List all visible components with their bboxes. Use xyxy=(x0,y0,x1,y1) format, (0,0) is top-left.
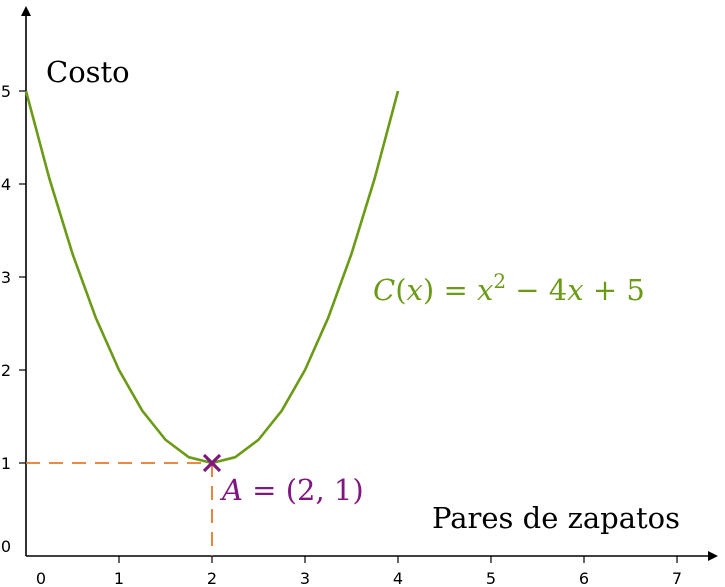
y-tick-label: 2 xyxy=(1,361,11,380)
labels: Costo Pares de zapatos C(x) = x2 − 4x + … xyxy=(46,55,680,535)
y-tick-label: 1 xyxy=(1,454,11,473)
function-label: C(x) = x2 − 4x + 5 xyxy=(373,269,645,307)
y-tick-label: 5 xyxy=(1,82,11,101)
y-axis-title: Costo xyxy=(46,55,130,89)
x-tick-label: 3 xyxy=(300,569,310,587)
guide-lines xyxy=(26,462,213,556)
y-tick-label: 3 xyxy=(1,268,11,287)
x-axis-title: Pares de zapatos xyxy=(432,501,680,535)
ticks: 0 1 2 3 4 5 6 7 0 1 2 3 4 5 xyxy=(1,82,682,587)
axes xyxy=(21,6,718,561)
y-tick-label: 0 xyxy=(1,537,11,556)
x-tick-label: 7 xyxy=(672,569,682,587)
y-tick-label: 4 xyxy=(1,175,11,194)
point-marker xyxy=(202,453,222,473)
x-tick-label: 4 xyxy=(393,569,403,587)
point-label: A = (2, 1) xyxy=(219,473,364,507)
x-tick-label: 1 xyxy=(114,569,124,587)
x-tick-label: 6 xyxy=(579,569,589,587)
series-line xyxy=(24,90,400,465)
x-tick-label: 2 xyxy=(207,569,217,587)
point-a-cross-icon xyxy=(202,453,222,473)
series xyxy=(24,90,400,465)
x-tick-label: 0 xyxy=(36,569,46,587)
x-tick-label: 5 xyxy=(486,569,496,587)
